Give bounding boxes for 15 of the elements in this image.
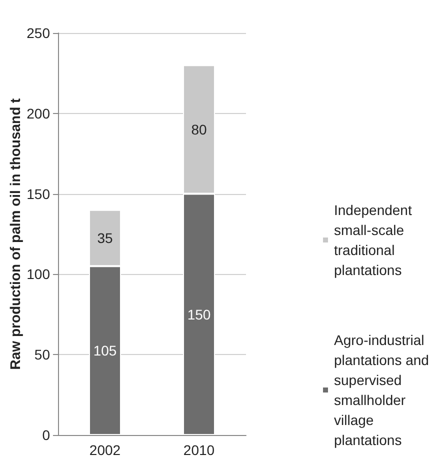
y-tick-label: 200 <box>26 105 50 122</box>
y-axis-title: Raw production of palm oil in thousand t <box>7 98 23 370</box>
data-label: 105 <box>93 342 117 359</box>
legend-label: Independent small-scale traditional plantations <box>334 202 416 278</box>
legend-label: Agro-industrial plantations and supervised smallholder village plantations <box>334 332 433 448</box>
y-tick-label: 250 <box>26 25 50 41</box>
data-label: 35 <box>97 230 113 246</box>
y-tick-label: 150 <box>26 186 50 202</box>
data-label: 80 <box>191 121 207 138</box>
y-tick-label: 50 <box>34 346 50 363</box>
y-tick-label: 0 <box>42 427 50 443</box>
x-tick-label: 2010 <box>183 442 215 458</box>
y-tick-label: 100 <box>26 266 50 282</box>
x-tick-label: 2002 <box>89 442 121 458</box>
data-label: 150 <box>187 306 211 322</box>
